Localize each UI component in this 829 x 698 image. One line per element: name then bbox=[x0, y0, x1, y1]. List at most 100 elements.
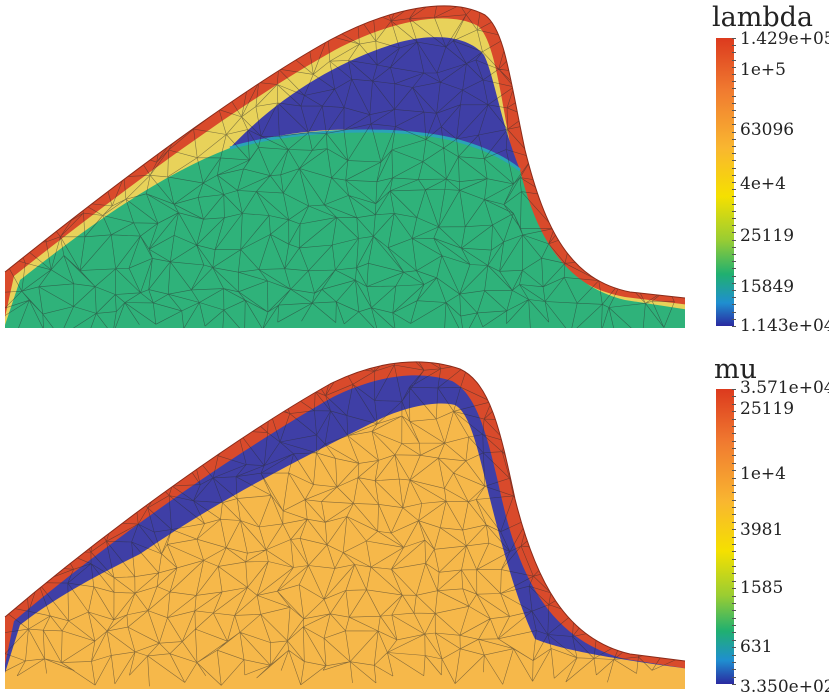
colorbar-tick bbox=[732, 210, 736, 212]
colorbar-tick bbox=[732, 529, 736, 531]
colorbar-tick bbox=[732, 218, 736, 219]
colorbar-tick bbox=[732, 160, 736, 162]
colorbar-label: 1e+5 bbox=[740, 60, 786, 80]
colorbar-tick bbox=[732, 403, 736, 405]
colorbar-tick bbox=[732, 59, 736, 61]
colorbar-tick bbox=[732, 684, 736, 685]
colorbar-gradient bbox=[716, 38, 734, 326]
interface-line bbox=[229, 129, 521, 172]
colorbar-tick bbox=[732, 625, 736, 626]
colorbar-title: lambda bbox=[712, 2, 813, 33]
bulk-region bbox=[5, 403, 685, 689]
colorbar-tick bbox=[732, 232, 736, 234]
boundary-outline bbox=[4, 5, 686, 299]
colorbar-tick bbox=[732, 411, 736, 413]
colorbar-tick bbox=[732, 290, 736, 291]
colorbar-tick bbox=[732, 326, 736, 327]
colorbar-tick bbox=[732, 254, 736, 255]
colorbar-tick bbox=[732, 507, 736, 508]
colorbar-tick bbox=[732, 203, 736, 205]
colorbar-label: 15849 bbox=[740, 277, 795, 297]
colorbar-tick bbox=[732, 52, 736, 54]
colorbar-tick bbox=[732, 551, 736, 553]
colorbar-tick bbox=[732, 610, 736, 612]
colorbar-tick bbox=[732, 389, 736, 390]
boundary-outline bbox=[4, 361, 686, 662]
colorbar-tick bbox=[732, 595, 736, 597]
colorbar-tick bbox=[732, 174, 736, 176]
colorbar-tick bbox=[732, 88, 736, 90]
colorbar-tick bbox=[732, 196, 736, 198]
colorbar-tick bbox=[732, 138, 736, 140]
colorbar-tick bbox=[732, 661, 736, 663]
colorbar-tick bbox=[732, 146, 736, 147]
colorbar-tick bbox=[732, 543, 736, 545]
colorbar-tick bbox=[732, 433, 736, 435]
lambda-panel: lambda 1.429e+05 1e+5 63096 4e+4 25119 1… bbox=[4, 2, 829, 336]
colorbar-tick bbox=[732, 654, 736, 656]
lambda-mesh-plot bbox=[4, 5, 734, 329]
colorbar-tick bbox=[732, 282, 736, 284]
colorbar-tick bbox=[732, 617, 736, 619]
colorbar-tick bbox=[732, 448, 736, 449]
colorbar-tick bbox=[732, 225, 736, 227]
colorbar-tick bbox=[732, 45, 736, 47]
colorbar-tick bbox=[732, 131, 736, 133]
colorbar-gradient bbox=[716, 389, 734, 684]
colorbar-tick bbox=[732, 396, 736, 398]
colorbar-tick bbox=[732, 477, 736, 479]
colorbar-tick bbox=[732, 74, 736, 75]
colorbar-tick bbox=[732, 297, 736, 299]
colorbar-tick bbox=[732, 102, 736, 104]
colorbar-tick bbox=[732, 499, 736, 501]
colorbar-label: 3981 bbox=[740, 520, 784, 540]
colorbar-label-max: 1.429e+05 bbox=[740, 29, 829, 49]
colorbar-tick bbox=[732, 566, 736, 567]
colorbar-tick bbox=[732, 632, 736, 634]
colorbar-label: 63096 bbox=[740, 120, 795, 140]
colorbar-label-max: 3.571e+04 bbox=[740, 378, 829, 398]
bulk-region bbox=[5, 130, 685, 329]
colorbar-tick bbox=[732, 268, 736, 270]
colorbar-tick bbox=[732, 418, 736, 420]
colorbar-label-min: 3.350e+02 bbox=[740, 677, 829, 697]
colorbar-tick bbox=[732, 153, 736, 155]
colorbar-label: 4e+4 bbox=[740, 174, 786, 194]
colorbar-tick bbox=[732, 602, 736, 604]
colorbar-tick bbox=[732, 462, 736, 464]
colorbar-label: 631 bbox=[740, 637, 773, 657]
colorbar-tick bbox=[732, 536, 736, 538]
colorbar-tick bbox=[732, 239, 736, 241]
colorbar-tick bbox=[732, 167, 736, 169]
colorbar-tick bbox=[732, 124, 736, 126]
colorbar-tick bbox=[732, 110, 736, 111]
colorbar-label: 1585 bbox=[740, 578, 784, 598]
colorbar-tick bbox=[732, 455, 736, 457]
colorbar-tick bbox=[732, 440, 736, 442]
colorbar-tick bbox=[732, 558, 736, 560]
colorbar-title: mu bbox=[714, 354, 757, 385]
mu-mesh-plot bbox=[4, 361, 734, 690]
colorbar-tick bbox=[732, 304, 736, 306]
colorbar-label-min: 1.143e+04 bbox=[740, 316, 829, 336]
colorbar-tick bbox=[732, 514, 736, 516]
colorbar-tick bbox=[732, 261, 736, 263]
colorbar-tick bbox=[732, 311, 736, 313]
colorbar-tick bbox=[732, 521, 736, 523]
colorbar-tick bbox=[732, 117, 736, 119]
colorbar-tick bbox=[732, 639, 736, 641]
colorbar-label: 1e+4 bbox=[740, 464, 786, 484]
colorbar-tick bbox=[732, 484, 736, 486]
colorbar-tick bbox=[732, 182, 736, 183]
colorbar-tick bbox=[732, 275, 736, 277]
colorbar-tick bbox=[732, 470, 736, 472]
colorbar-tick bbox=[732, 246, 736, 248]
colorbar-tick bbox=[732, 580, 736, 582]
colorbar-tick bbox=[732, 425, 736, 427]
colorbar-tick bbox=[732, 588, 736, 590]
colorbar-tick bbox=[732, 676, 736, 678]
colorbar-label: 25119 bbox=[740, 399, 795, 419]
colorbar-tick bbox=[732, 38, 736, 39]
colorbar-tick bbox=[732, 647, 736, 649]
colorbar-label: 25119 bbox=[740, 226, 795, 246]
